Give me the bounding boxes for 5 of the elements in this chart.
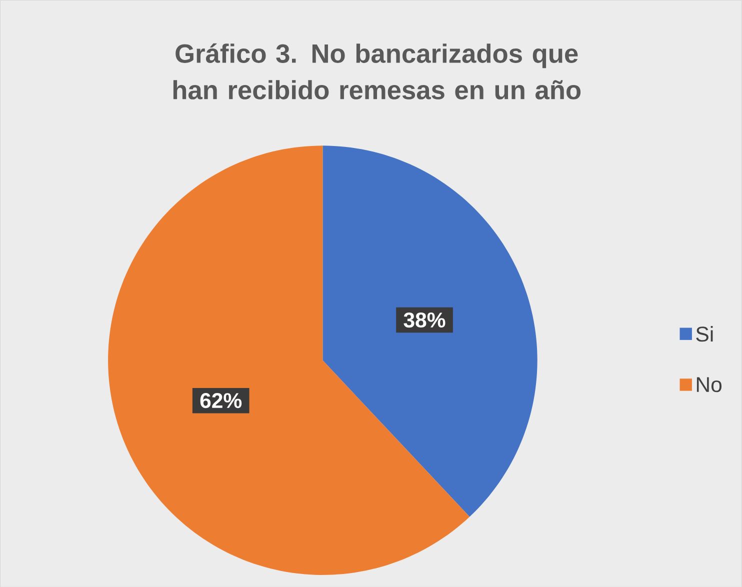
chart-title: Gráfico 3. No bancarizados que han recibido remesas en un año — [173, 43, 581, 100]
data-label: 62% — [200, 392, 242, 408]
data-label: 38% — [404, 312, 446, 328]
legend-label: Si — [696, 326, 713, 342]
legend-label: No — [696, 377, 722, 392]
